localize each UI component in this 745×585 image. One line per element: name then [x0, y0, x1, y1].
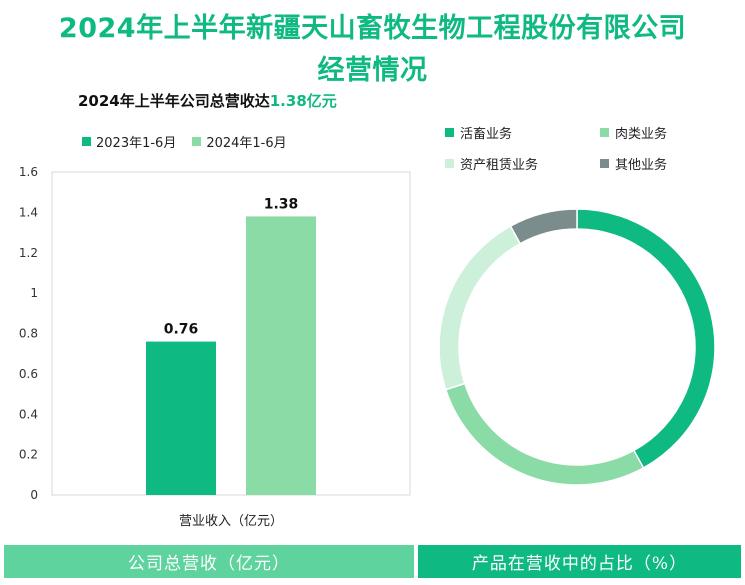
plot-area-border — [51, 171, 411, 496]
donut-slice-livestock — [576, 208, 716, 469]
bar-chart: 0 0.2 0.4 0.6 0.8 1 1.2 1.4 1.6 0.76 1.38 营业收入（亿元） — [19, 165, 411, 529]
bar-data-label: 0.76 — [164, 322, 199, 338]
y-tick-label: 0.6 — [19, 367, 38, 381]
revenue-subtitle: 2024年上半年公司总营收达1.38亿元 — [78, 90, 337, 111]
title-line-1: 2024年上半年新疆天山畜牧生物工程股份有限公司 — [58, 13, 687, 44]
legend-item-livestock: 活畜业务 — [445, 123, 600, 142]
y-tick-label: 0.2 — [19, 448, 38, 462]
subtitle-prefix: 2024年上半年公司总营收达 — [78, 92, 270, 110]
y-tick-label: 1.6 — [19, 165, 38, 179]
footer-bar: 公司总营收（亿元） 产品在营收中的占比（%） — [4, 545, 741, 578]
legend-item-meat: 肉类业务 — [600, 123, 735, 142]
legend-item-other: 其他业务 — [600, 154, 735, 173]
y-tick-label: 1.2 — [19, 246, 38, 260]
legend-label-2023: 2023年1-6月 — [96, 136, 177, 151]
y-tick-label: 0.4 — [19, 407, 38, 421]
y-tick-label: 0.8 — [19, 327, 38, 341]
legend-swatch-leasing — [445, 159, 454, 168]
subtitle-value: 1.38亿元 — [269, 92, 337, 110]
legend-label-meat: 肉类业务 — [615, 127, 668, 142]
donut-slice-other — [509, 208, 578, 245]
donut-slice-meat — [444, 382, 645, 486]
bar-legend: 2023年1-6月 2024年1-6月 — [82, 132, 287, 151]
y-tick-label: 1.4 — [19, 205, 38, 219]
bar-2023 — [146, 341, 216, 495]
legend-swatch-2023 — [82, 137, 91, 146]
donut-slice-leasing — [440, 225, 522, 391]
legend-swatch-2024 — [192, 137, 202, 146]
chart-title: 2024年上半年新疆天山畜牧生物工程股份有限公司 经营情况 — [0, 8, 745, 92]
legend-label-2024: 2024年1-6月 — [206, 136, 287, 151]
legend-item-leasing: 资产租赁业务 — [445, 154, 600, 173]
legend-label-leasing: 资产租赁业务 — [460, 158, 539, 173]
title-line-2: 经营情况 — [317, 55, 428, 86]
legend-swatch-other — [600, 159, 609, 168]
x-axis-label: 营业收入（亿元） — [179, 514, 283, 529]
y-tick-label: 1 — [30, 286, 38, 300]
legend-label-other: 其他业务 — [615, 158, 668, 173]
bar-data-label: 1.38 — [264, 196, 299, 212]
bar-2024 — [246, 216, 316, 495]
legend-label-livestock: 活畜业务 — [460, 127, 513, 142]
legend-item-2024: 2024年1-6月 — [192, 132, 287, 151]
donut-legend: 活畜业务 肉类业务 资产租赁业务 其他业务 — [445, 123, 735, 173]
legend-swatch-livestock — [445, 128, 454, 137]
footer-left-label: 公司总营收（亿元） — [4, 545, 414, 578]
donut-chart — [440, 208, 716, 486]
legend-item-2023: 2023年1-6月 — [82, 132, 176, 151]
legend-swatch-meat — [600, 128, 609, 137]
footer-right-label: 产品在营收中的占比（%） — [418, 545, 741, 578]
y-tick-label: 0 — [30, 488, 38, 502]
